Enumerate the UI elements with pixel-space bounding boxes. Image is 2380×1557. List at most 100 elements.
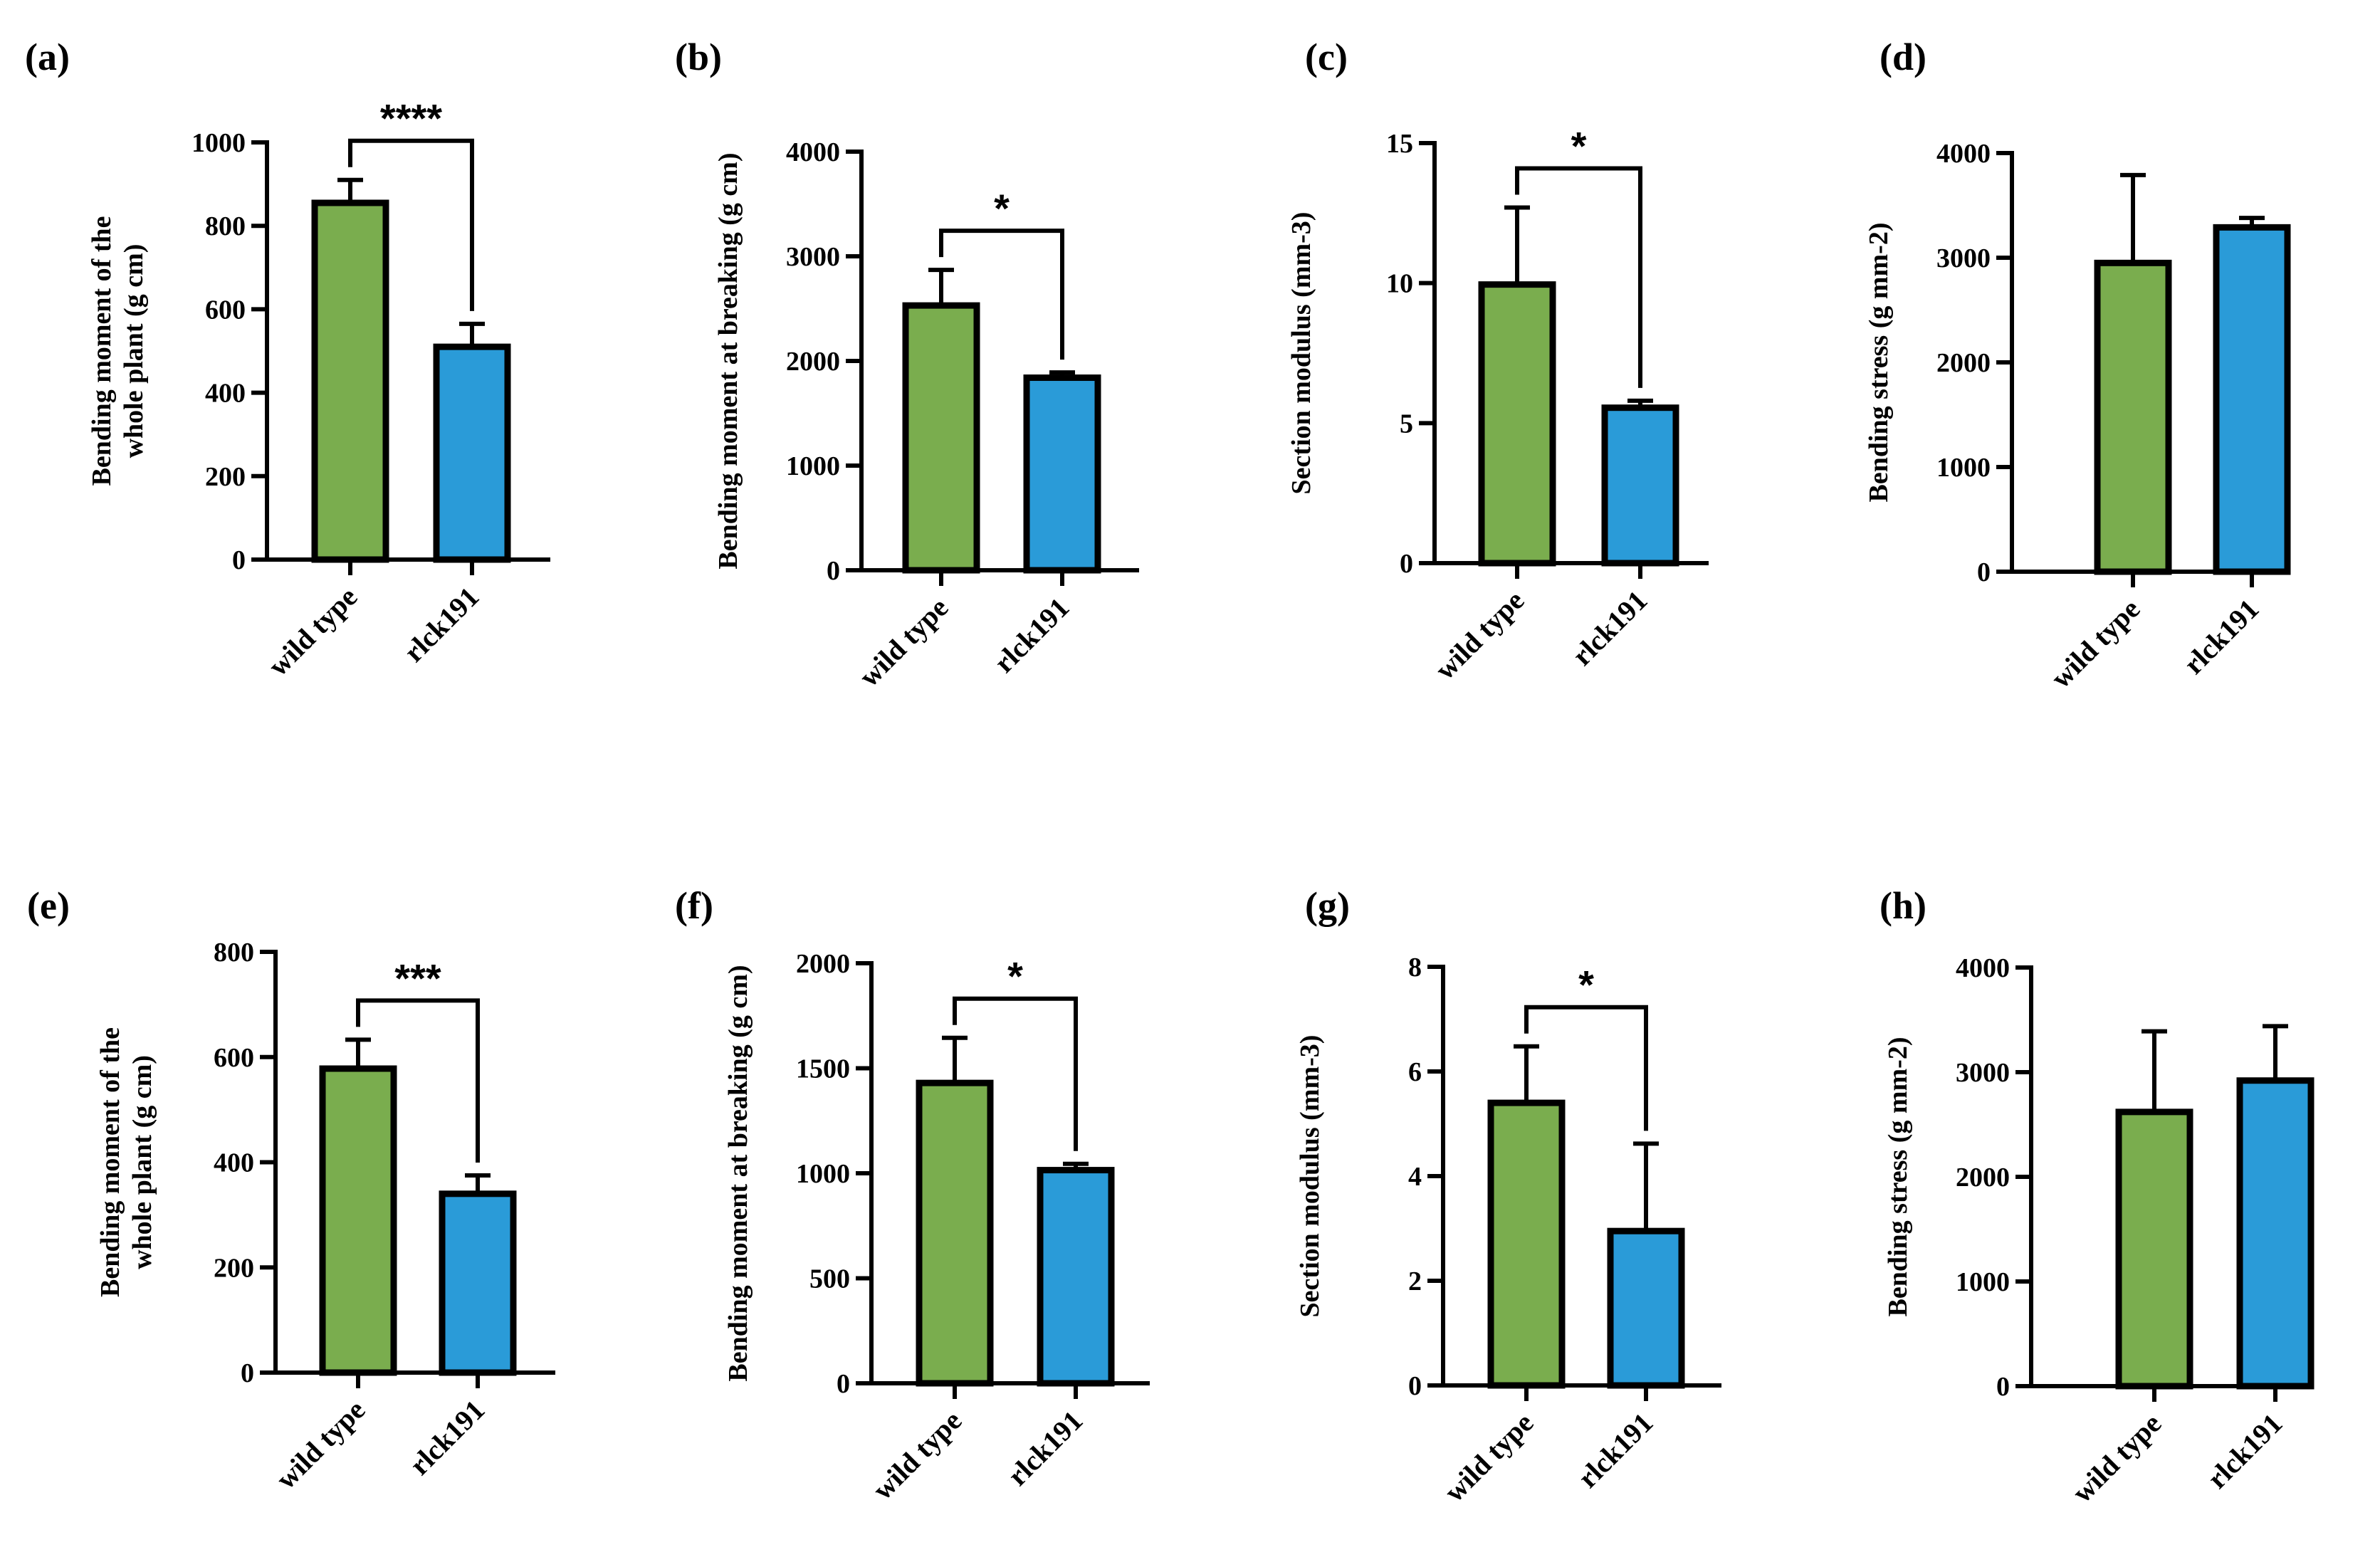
significance-label: ***	[394, 955, 441, 1000]
y-tick-label: 4000	[786, 137, 840, 167]
y-tick-label: 1000	[796, 1159, 850, 1189]
x-category-label: rlck191	[987, 592, 1075, 679]
significance-label: *	[1007, 954, 1023, 999]
panel-label: (h)	[1880, 884, 1926, 927]
panel-label: (c)	[1305, 36, 1348, 78]
x-category-label: wild type	[2066, 1407, 2168, 1509]
y-tick-label: 4	[1408, 1162, 1422, 1192]
panel-label: (g)	[1305, 884, 1350, 927]
y-axis-title: Bending moment of the	[87, 216, 117, 486]
panel-label: (e)	[27, 884, 70, 927]
y-axis-title: whole plant (g cm)	[127, 1055, 157, 1269]
y-tick-label: 1000	[1956, 1267, 2010, 1297]
significance-label: *	[1578, 963, 1594, 1007]
y-tick-label: 2000	[1956, 1163, 2010, 1192]
x-category-label: rlck191	[1571, 1407, 1659, 1494]
significance-bracket	[953, 996, 1078, 1151]
y-axis-title: Bending moment of the	[95, 1027, 125, 1297]
bar-wild-type	[902, 302, 980, 574]
bar-rlck191	[2213, 224, 2291, 575]
x-category-label: wild type	[853, 592, 955, 693]
x-category-label: rlck191	[2201, 1407, 2288, 1495]
x-category-label: wild type	[866, 1405, 968, 1506]
y-axis-title: Bending moment at breaking (g cm)	[713, 152, 743, 569]
y-tick-label: 0	[827, 556, 840, 586]
significance-bracket	[1524, 1005, 1648, 1131]
y-axis-title: Bending moment at breaking (g cm)	[723, 965, 753, 1381]
x-category-label: wild type	[262, 581, 364, 683]
bar-rlck191	[1607, 1227, 1685, 1389]
y-axis-title: Section modulus (mm-3)	[1286, 212, 1316, 495]
y-tick-label: 0	[232, 545, 246, 575]
y-tick-label: 2000	[1936, 348, 1991, 378]
bar-rlck191	[433, 343, 511, 563]
y-tick-label: 1500	[796, 1054, 850, 1084]
y-tick-label: 1000	[1936, 453, 1991, 483]
chart-panel-5: (e) 0 200 400 600 800 wild type rlck191 Bending …	[27, 884, 555, 1495]
significance-label: *	[994, 186, 1010, 231]
y-tick-label: 500	[809, 1264, 850, 1294]
y-tick-label: 800	[214, 938, 254, 968]
y-tick-label: 0	[1977, 557, 1991, 587]
y-axis-title: whole plant (g cm)	[119, 244, 149, 458]
y-axis-title: Bending stress (g mm-2)	[1864, 222, 1894, 502]
y-tick-label: 0	[1408, 1371, 1422, 1401]
chart-panel-6: (f) 0 500 1000 1500 2000 wild type rlck191 Bendi…	[675, 884, 1150, 1506]
y-tick-label: 6	[1408, 1057, 1422, 1087]
y-tick-label: 3000	[1936, 243, 1991, 273]
chart-panel-2: (b) 0 1000 2000 3000 4000 wild type rlck191 Bend…	[675, 36, 1139, 693]
y-tick-label: 600	[214, 1043, 254, 1073]
significance-bracket	[1515, 166, 1642, 388]
chart-panel-4: (d) 0 1000 2000 3000 4000 wild type rlck191 Bend…	[1864, 36, 2291, 695]
y-tick-label: 8	[1408, 953, 1422, 982]
panel-label: (f)	[675, 884, 713, 927]
bar-wild-type	[319, 1065, 397, 1376]
bar-wild-type	[1487, 1099, 1566, 1389]
x-category-label: rlck191	[1566, 584, 1653, 672]
significance-label: ****	[380, 96, 442, 141]
y-tick-label: 400	[205, 379, 246, 409]
x-category-label: rlck191	[397, 581, 485, 669]
y-tick-label: 0	[241, 1358, 254, 1388]
significance-label: *	[1571, 123, 1587, 168]
x-category-label: wild type	[1438, 1407, 1540, 1509]
y-tick-label: 200	[214, 1253, 254, 1283]
panel-label: (d)	[1880, 36, 1926, 78]
significance-bracket	[348, 138, 474, 311]
x-category-label: rlck191	[403, 1394, 491, 1482]
y-tick-label: 400	[214, 1148, 254, 1178]
y-axis-title: Bending stress (g mm-2)	[1883, 1037, 1913, 1316]
chart-panel-1: (a) 0 200 400 600 800 1000 wild type rlck191 Bend…	[25, 36, 550, 682]
y-tick-label: 1000	[192, 128, 246, 158]
panel-label: (a)	[25, 36, 70, 78]
y-tick-label: 4000	[1936, 139, 1991, 169]
y-tick-label: 2000	[796, 949, 850, 979]
y-tick-label: 5	[1400, 409, 1413, 439]
y-axis-title: Section modulus (mm-3)	[1295, 1035, 1325, 1318]
x-category-label: wild type	[270, 1394, 372, 1496]
bar-wild-type	[1478, 281, 1556, 567]
bar-rlck191	[1023, 374, 1101, 574]
x-category-label: wild type	[2045, 593, 2146, 695]
y-tick-label: 3000	[786, 242, 840, 272]
significance-bracket	[356, 998, 480, 1163]
chart-panel-7: (g) 0 2 4 6 8 wild type rlck191 Section modulus …	[1295, 884, 1721, 1508]
bar-wild-type	[2115, 1108, 2193, 1390]
chart-panel-8: (h) 0 1000 2000 3000 4000 wild type rlck191 Bend…	[1880, 884, 2315, 1509]
chart-panel-3: (c) 0 5 10 15 wild type rlck191 Section modulus…	[1286, 36, 1709, 686]
y-tick-label: 600	[205, 295, 246, 325]
y-tick-label: 0	[837, 1369, 850, 1399]
panel-label: (b)	[675, 36, 722, 78]
y-tick-label: 1000	[786, 451, 840, 481]
x-category-label: wild type	[1429, 584, 1531, 686]
y-tick-label: 15	[1386, 129, 1413, 159]
bar-wild-type	[2094, 259, 2172, 575]
bar-rlck191	[439, 1190, 517, 1376]
y-tick-label: 0	[1996, 1372, 2010, 1402]
bar-wild-type	[916, 1079, 994, 1387]
bar-wild-type	[311, 199, 389, 563]
bar-rlck191	[1037, 1167, 1115, 1387]
x-category-label: rlck191	[1001, 1405, 1089, 1492]
bar-rlck191	[2236, 1077, 2315, 1390]
y-tick-label: 4000	[1956, 953, 2010, 983]
